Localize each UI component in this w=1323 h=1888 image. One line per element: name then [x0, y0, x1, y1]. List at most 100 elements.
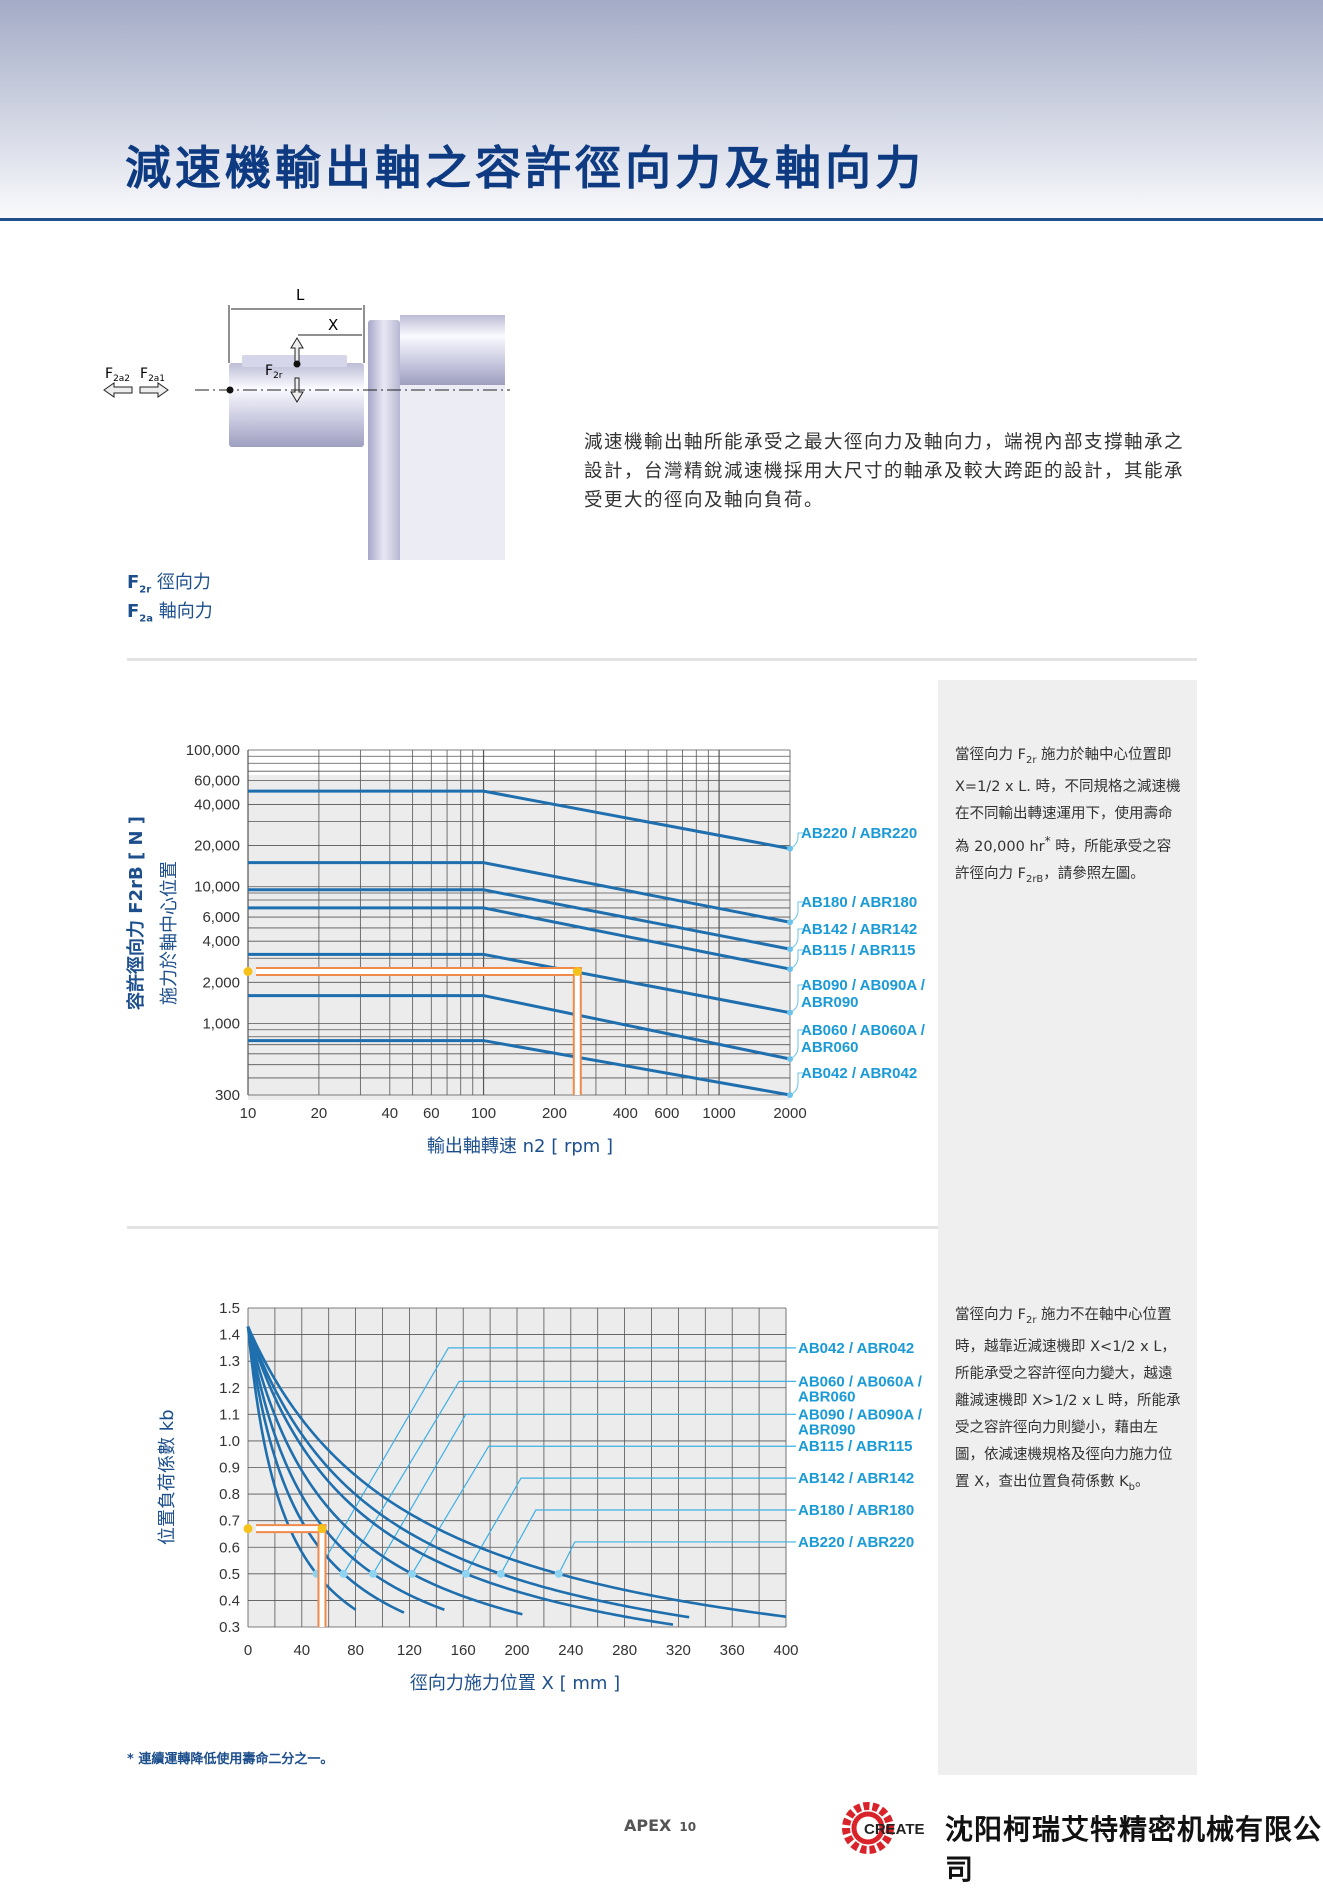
f2a1-label: F2a1	[140, 366, 165, 384]
chart2-x-tick: 360	[720, 1642, 745, 1659]
chart2-x-tick: 240	[558, 1642, 583, 1659]
chart1-series-line	[248, 994, 791, 1061]
chart1-x-tick: 60	[423, 1105, 440, 1122]
chart1-x-tick: 1000	[702, 1105, 735, 1122]
chart2-series-curve	[246, 1326, 787, 1618]
chart2-marker	[461, 1569, 470, 1578]
chart1-lookup-point	[572, 967, 582, 977]
chart2-series-label: AB060 / AB060A /	[798, 1373, 923, 1390]
chart1-series-label: AB042 / ABR042	[801, 1065, 917, 1082]
chart2-y-tick: 0.6	[219, 1539, 240, 1556]
chart2-x-tick: 40	[293, 1642, 310, 1659]
chart2-x-title: 徑向力施力位置 X [ mm ]	[410, 1673, 620, 1694]
chart1-y-title2: 施力於軸中心位置	[159, 861, 180, 1005]
page-number: 10	[679, 1820, 697, 1834]
header-banner	[0, 0, 1323, 220]
f2r-label: F2r	[265, 363, 283, 381]
chart2-y-tick: 1.2	[219, 1380, 240, 1397]
chart2-x-tick: 80	[347, 1642, 364, 1659]
divider	[127, 658, 1197, 661]
chart2-y-tick: 1.1	[219, 1406, 240, 1423]
chart1-series-line	[248, 906, 791, 971]
chart1-leader	[789, 1072, 804, 1096]
chart2-lookup-point	[317, 1524, 327, 1534]
chart1-series-label: AB090 / AB090A /	[801, 977, 926, 994]
chart1-series-line	[248, 861, 791, 924]
chart2-x-tick: 280	[612, 1642, 637, 1659]
shaft	[229, 363, 364, 447]
chart1-series-line	[248, 952, 791, 1015]
chart2-x-tick: 320	[666, 1642, 691, 1659]
chart1-y-tick: 10,000	[194, 879, 240, 896]
chart2-y-tick: 0.4	[219, 1592, 240, 1609]
chart1-y-tick: 300	[215, 1087, 240, 1104]
chart2-series-label: AB042 / ABR042	[798, 1340, 914, 1357]
chart2-series-curve	[246, 1326, 523, 1616]
chart2-x-tick: 0	[244, 1642, 252, 1659]
chart1-x-tick: 40	[381, 1105, 398, 1122]
chart1-series-label: AB142 / ABR142	[801, 921, 917, 938]
chart2-series-label: AB142 / ABR142	[798, 1470, 914, 1487]
chart1-x-tick: 600	[654, 1105, 679, 1122]
chart2-series-label: ABR090	[798, 1421, 856, 1438]
legend-radial: F2r 徑向力	[127, 572, 211, 596]
chart1-y-tick: 4,000	[202, 933, 240, 950]
page-title: 減速機輸出軸之容許徑向力及軸向力	[125, 141, 925, 195]
chart1-x-tick: 20	[311, 1105, 328, 1122]
chart1-series-label: AB180 / ABR180	[801, 894, 917, 911]
chart2-marker	[408, 1569, 417, 1578]
chart1-y-tick: 1,000	[202, 1015, 240, 1032]
chart1-x-tick: 10	[240, 1105, 257, 1122]
chart1-x-tick: 2000	[773, 1105, 806, 1122]
chart2-y-tick: 1.4	[219, 1327, 240, 1344]
chart2-y-tick: 0.7	[219, 1513, 240, 1530]
chart1-x-title: 輸出軸轉速 n2 [ rpm ]	[427, 1136, 613, 1157]
chart1-series-label: ABR090	[801, 994, 859, 1011]
divider	[127, 1226, 938, 1229]
chart1-series-label: ABR060	[801, 1039, 859, 1056]
chart1-series-line	[248, 1039, 791, 1097]
chart2-series-curve	[246, 1326, 690, 1619]
chart2-marker	[496, 1569, 505, 1578]
axial-force-arrows-icon	[103, 382, 169, 398]
chart1-leader	[789, 984, 804, 1014]
chart1-description: 當徑向力 F2r 施力於軸中心位置即 X=1/2 x L. 時，不同規格之減速機…	[955, 747, 1181, 885]
chart1-y-title: 容許徑向力 F2rB [ N ]	[125, 816, 147, 1010]
chart1-series-line	[248, 789, 791, 851]
chart1-x-tick: 200	[542, 1105, 567, 1122]
chart2-marker	[369, 1569, 378, 1578]
chart2-series-curve	[246, 1326, 445, 1611]
chart2-y-title: 位置負荷係數 kb	[157, 1409, 178, 1545]
chart2-series-label: AB220 / ABR220	[798, 1534, 914, 1551]
chart2-y-tick: 0.9	[219, 1460, 240, 1477]
chart1-y-tick: 6,000	[202, 909, 240, 926]
chart2-x-tick: 120	[397, 1642, 422, 1659]
chart2-series-label: AB090 / AB090A /	[798, 1406, 923, 1423]
chart2-leader	[465, 1477, 796, 1575]
chart1-leader	[789, 949, 804, 970]
chart1-leader	[789, 1029, 804, 1060]
chart1-lookup-result	[243, 967, 253, 977]
footer-brand: APEX 10	[624, 1816, 697, 1835]
chart1-y-tick: 60,000	[194, 772, 240, 789]
chart2-marker	[339, 1569, 348, 1578]
footnote: * 連續運轉降低使用壽命二分之一。	[127, 1752, 334, 1767]
chart1-y-tick: 100,000	[186, 742, 240, 759]
chart2-marker	[554, 1569, 563, 1578]
chart2-y-tick: 1.5	[219, 1300, 240, 1317]
chart1-series-label: AB220 / ABR220	[801, 825, 917, 842]
chart2-leader	[500, 1509, 796, 1575]
chart2-series-label: AB115 / ABR115	[798, 1438, 913, 1455]
chart2-series-curve	[246, 1326, 674, 1626]
chart2-y-tick: 0.8	[219, 1486, 240, 1503]
dim-X-label: X	[328, 316, 338, 334]
chart1-y-tick: 2,000	[202, 974, 240, 991]
legend-axial: F2a 軸向力	[127, 601, 213, 625]
chart2-leader	[558, 1541, 796, 1575]
chart1-x-tick: 400	[613, 1105, 638, 1122]
chart2-y-tick: 1.0	[219, 1433, 240, 1450]
chart1-leader	[789, 832, 804, 850]
flange	[368, 320, 400, 560]
side-panel	[938, 680, 1197, 1775]
